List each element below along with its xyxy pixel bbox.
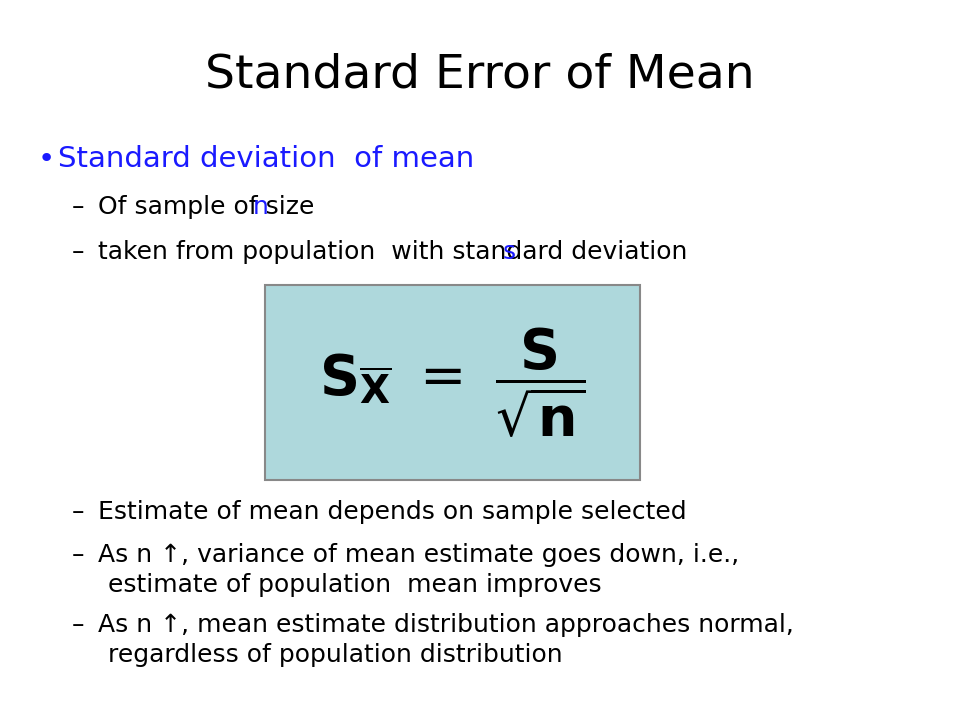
Text: n: n xyxy=(252,195,269,219)
FancyBboxPatch shape xyxy=(265,285,640,480)
Text: –: – xyxy=(72,240,84,264)
Text: estimate of population  mean improves: estimate of population mean improves xyxy=(108,573,602,597)
Text: •: • xyxy=(38,145,56,173)
Text: taken from population  with standard deviation: taken from population with standard devi… xyxy=(98,240,695,264)
Text: Standard Error of Mean: Standard Error of Mean xyxy=(205,52,755,97)
Text: $\mathbf{S_{\overline{X}}}\ =\ \dfrac{\mathbf{S}}{\sqrt{\mathbf{n}}}$: $\mathbf{S_{\overline{X}}}\ =\ \dfrac{\m… xyxy=(319,325,586,440)
Text: Of sample of size: Of sample of size xyxy=(98,195,323,219)
Text: regardless of population distribution: regardless of population distribution xyxy=(108,643,563,667)
Text: –: – xyxy=(72,543,84,567)
Text: –: – xyxy=(72,195,84,219)
Text: As n ↑, mean estimate distribution approaches normal,: As n ↑, mean estimate distribution appro… xyxy=(98,613,794,637)
Text: s: s xyxy=(502,240,516,264)
Text: As n ↑, variance of mean estimate goes down, i.e.,: As n ↑, variance of mean estimate goes d… xyxy=(98,543,739,567)
Text: Standard deviation  of mean: Standard deviation of mean xyxy=(58,145,474,173)
Text: –: – xyxy=(72,613,84,637)
Text: Estimate of mean depends on sample selected: Estimate of mean depends on sample selec… xyxy=(98,500,686,524)
Text: –: – xyxy=(72,500,84,524)
